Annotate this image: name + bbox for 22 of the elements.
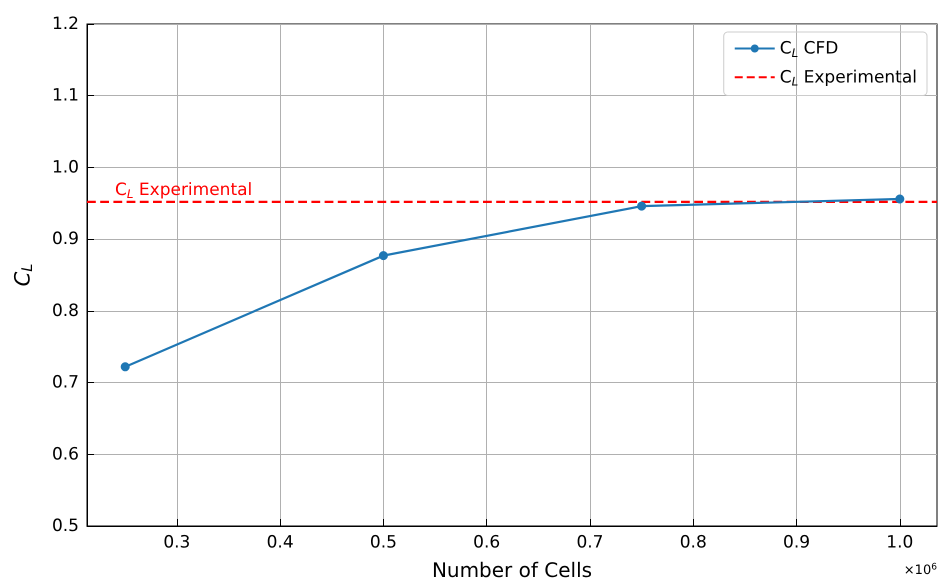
y-axis-title: CL (10, 264, 36, 286)
point (378, 251, 388, 260)
y-tick-label: 0.7 (52, 372, 79, 393)
point (895, 194, 904, 204)
x-tick-label: 1.0 (886, 532, 914, 552)
x-tick-label: 0.3 (163, 532, 190, 552)
x-axis-title: Number of Cells (432, 558, 592, 582)
point (120, 362, 130, 372)
y-tick-label: 0.9 (52, 229, 79, 250)
y-tick-label: 0.5 (52, 516, 79, 536)
x-tick-label: 0.7 (576, 532, 604, 552)
y-tick-label: 0.6 (52, 444, 79, 464)
x-tick-label: 0.9 (783, 532, 810, 552)
y-tick-label: 1.2 (52, 14, 79, 34)
x-tick-label: 0.8 (680, 532, 707, 552)
x-tick-label: 0.4 (266, 532, 294, 552)
y-tick-label: 1.0 (52, 157, 79, 178)
y-tick-label: 0.8 (52, 300, 79, 321)
y-tick-label: 1.1 (52, 86, 79, 106)
x-tick-label: 0.5 (370, 532, 397, 552)
point (637, 202, 646, 211)
x-tick-label: 0.6 (473, 532, 500, 552)
